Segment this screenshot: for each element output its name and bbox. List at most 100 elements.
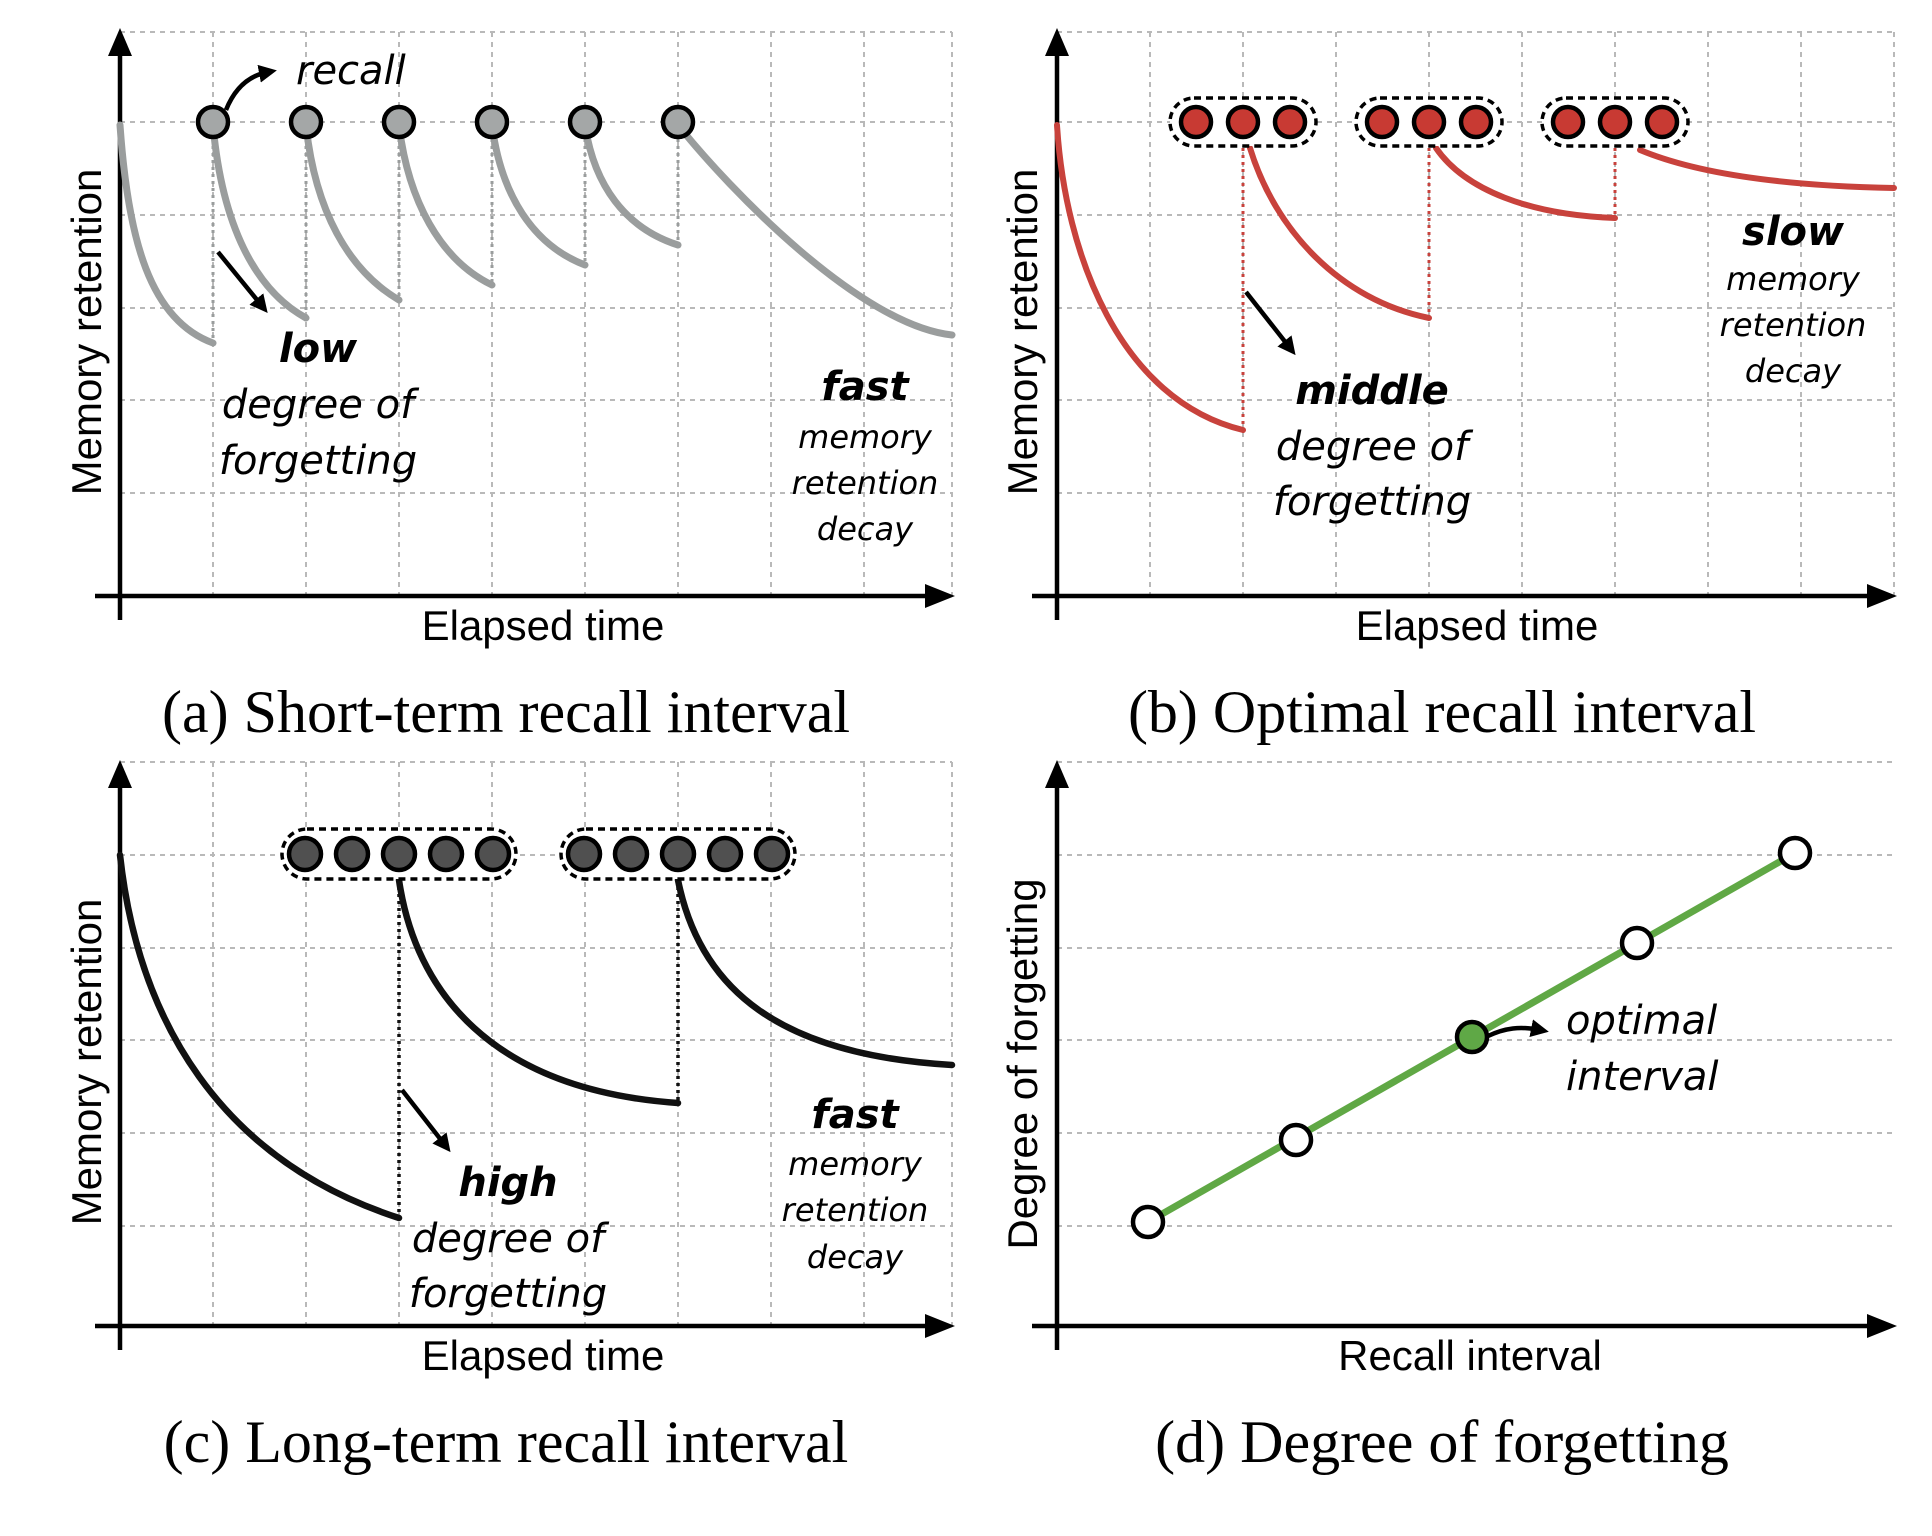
panel-a-y-arrowhead-icon xyxy=(108,28,132,56)
panel-d-optimal-line1: optimal xyxy=(1566,998,1717,1044)
panel-c-forgetting-line2: forgetting xyxy=(409,1271,607,1317)
panel-d-point xyxy=(1619,925,1655,961)
panel-c-recall-node xyxy=(333,835,371,873)
panel-b-recall-node xyxy=(1364,104,1400,140)
panel-b-curve-2 xyxy=(1247,145,1432,321)
panel-c-recall-node xyxy=(612,835,650,873)
panel-a-y-label: Memory retention xyxy=(63,169,110,496)
panel-c-forgetting-line1: degree of xyxy=(412,1216,610,1262)
panel-a-x-label: Elapsed time xyxy=(422,602,665,649)
panel-a-curve-6 xyxy=(581,121,682,249)
panel-b-curve-3 xyxy=(1433,145,1618,221)
panel-d-caption: (d) Degree of forgetting xyxy=(1155,1409,1729,1475)
panel-b-curve-4 xyxy=(1637,147,1897,191)
panel-b-recall-node xyxy=(1225,104,1261,140)
panel-a-recall-label: recall xyxy=(296,48,406,94)
panel-c-recall-node xyxy=(380,835,418,873)
panel-a-drop-lines xyxy=(211,125,680,343)
panel-c-recall-node xyxy=(659,835,697,873)
panel-d: Degree of forgetting Recall interval opt… xyxy=(999,760,1897,1475)
panel-b-recall-node xyxy=(1458,104,1494,140)
panel-b-recall-node xyxy=(1272,104,1308,140)
panel-a-recall-node xyxy=(195,104,231,140)
panel-c-caption: (c) Long-term recall interval xyxy=(164,1409,849,1475)
panel-d-optimal-arrow-icon xyxy=(1487,1019,1549,1039)
panel-a-curve-2 xyxy=(209,121,310,322)
panel-b-decay-line1: memory xyxy=(1726,260,1861,298)
panel-b-retention-curves xyxy=(1054,122,1897,433)
panel-c-decay-line2: retention xyxy=(782,1191,929,1229)
panel-c-x-arrowhead-icon xyxy=(925,1314,955,1338)
panel-d-point xyxy=(1777,835,1813,871)
panel-c-decay-speed: fast xyxy=(811,1092,900,1138)
panel-c-forgetting-arrow-icon xyxy=(400,1088,451,1153)
panel-b-x-label: Elapsed time xyxy=(1356,602,1599,649)
panel-d-grid xyxy=(1057,761,1894,1227)
panel-a-forgetting-level: low xyxy=(279,326,358,372)
panel-b-recall-group-2 xyxy=(1354,96,1504,148)
panel-a-decay-line3: decay xyxy=(817,510,914,548)
panel-c-recall-group-2 xyxy=(559,827,797,881)
panel-b-decay-line2: retention xyxy=(1720,306,1867,344)
panel-b: Memory retention Elapsed time xyxy=(999,28,1897,745)
panel-a-retention-curves xyxy=(116,121,956,347)
panel-b-x-arrowhead-icon xyxy=(1867,584,1897,608)
panel-b-recall-node xyxy=(1178,104,1214,140)
panel-c-decay-line1: memory xyxy=(788,1145,923,1183)
panel-a-recall-nodes xyxy=(195,104,696,140)
panel-c-recall-node xyxy=(474,835,512,873)
panel-c-curve-1 xyxy=(116,851,403,1222)
panel-c-curve-3 xyxy=(674,876,956,1069)
panel-b-recall-group-3 xyxy=(1540,96,1690,148)
panel-c-recall-node xyxy=(427,835,465,873)
panel-a-caption: (a) Short-term recall interval xyxy=(162,679,850,745)
panel-b-y-arrowhead-icon xyxy=(1045,28,1069,56)
panel-a: Memory retention Elapsed time xyxy=(63,28,956,745)
panel-b-recall-node xyxy=(1550,104,1586,140)
panel-b-forgetting-line1: degree of xyxy=(1276,424,1474,470)
panel-b-drop-lines xyxy=(1241,148,1617,430)
panel-b-curve-1 xyxy=(1054,122,1246,433)
panel-a-curve-5 xyxy=(488,121,589,269)
panel-b-forgetting-line2: forgetting xyxy=(1273,479,1471,525)
panel-a-recall-arrow-icon xyxy=(223,64,277,111)
panel-c-y-label: Memory retention xyxy=(63,899,110,1226)
panel-c-curve-2 xyxy=(395,876,682,1107)
panel-a-decay-speed: fast xyxy=(821,364,910,410)
panel-b-decay-speed: slow xyxy=(1742,209,1845,255)
panel-a-recall-node xyxy=(474,104,510,140)
panel-a-recall-node xyxy=(381,104,417,140)
panel-b-forgetting-arrow-icon xyxy=(1244,290,1296,356)
panel-a-recall-node xyxy=(567,104,603,140)
panel-a-curve-4 xyxy=(395,121,496,289)
panel-c-recall-node xyxy=(706,835,744,873)
panel-a-recall-node xyxy=(660,104,696,140)
panel-b-y-label: Memory retention xyxy=(999,169,1046,496)
panel-d-point xyxy=(1278,1122,1314,1158)
panel-b-forgetting-level: middle xyxy=(1295,368,1449,414)
panel-a-x-arrowhead-icon xyxy=(925,584,955,608)
panel-b-recall-node xyxy=(1597,104,1633,140)
panel-d-optimal-line2: interval xyxy=(1566,1054,1719,1100)
panel-b-recall-node xyxy=(1644,104,1680,140)
panel-c-y-arrowhead-icon xyxy=(108,760,132,788)
panel-d-point xyxy=(1130,1204,1166,1240)
panel-a-decay-line2: retention xyxy=(792,464,939,502)
panel-a-curve-1 xyxy=(116,121,217,347)
panel-a-forgetting-arrow-icon xyxy=(216,250,268,313)
panel-c-recall-node xyxy=(753,835,791,873)
panel-a-decay-line1: memory xyxy=(798,418,933,456)
panel-c-x-label: Elapsed time xyxy=(422,1332,665,1379)
panel-b-recall-group-1 xyxy=(1168,96,1318,148)
panel-d-x-label: Recall interval xyxy=(1338,1332,1602,1379)
panel-c-recall-node xyxy=(286,835,324,873)
panel-c-retention-curves xyxy=(116,851,956,1222)
panel-c-recall-group-1 xyxy=(280,827,518,881)
panel-d-optimal-point xyxy=(1454,1019,1490,1055)
panel-a-forgetting-line2: forgetting xyxy=(219,438,417,484)
panel-c-forgetting-level: high xyxy=(458,1160,557,1206)
panel-b-decay-line3: decay xyxy=(1745,352,1842,390)
panel-a-curve-7 xyxy=(674,121,956,339)
panel-c-decay-line3: decay xyxy=(807,1238,904,1276)
